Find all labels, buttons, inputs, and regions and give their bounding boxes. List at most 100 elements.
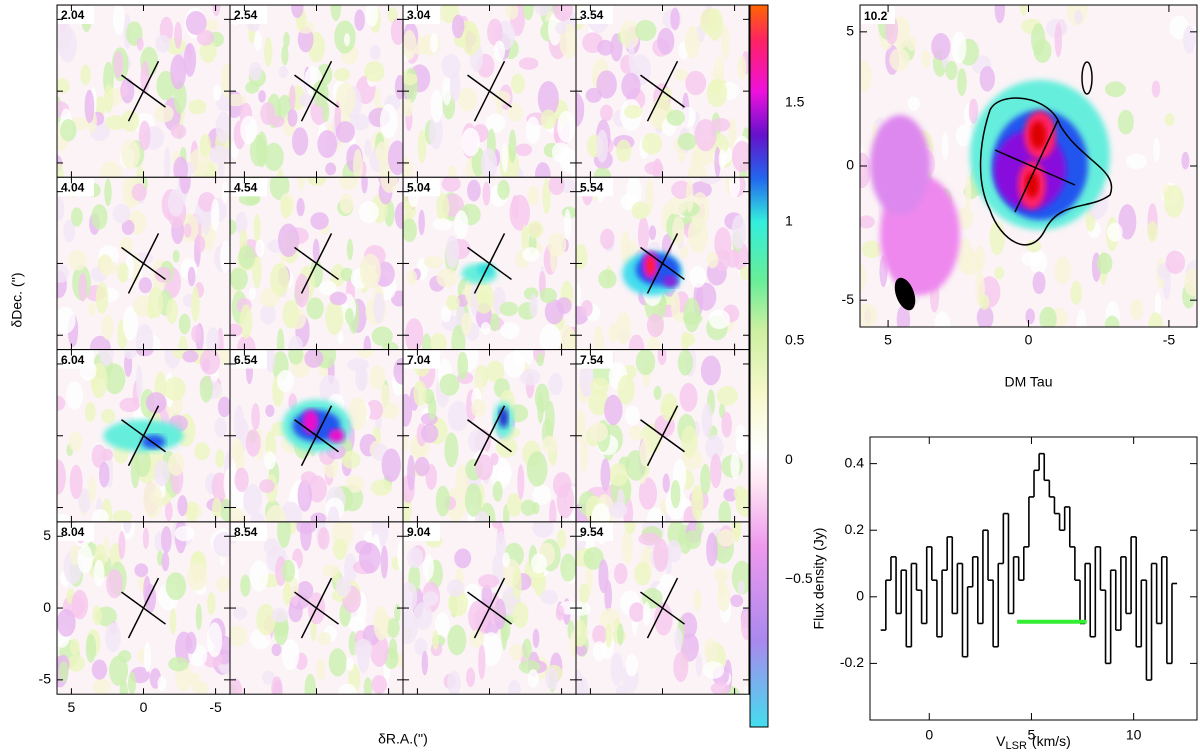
noise-blob bbox=[517, 464, 525, 500]
noise-blob bbox=[112, 509, 133, 522]
noise-blob bbox=[199, 349, 220, 375]
noise-blob bbox=[104, 178, 112, 206]
noise-blob bbox=[223, 467, 230, 501]
noise-blob bbox=[430, 89, 443, 123]
label-box bbox=[58, 350, 94, 369]
noise-blob bbox=[140, 60, 150, 95]
noise-blob bbox=[690, 181, 712, 199]
noise-blob bbox=[860, 215, 875, 229]
noise-blob bbox=[522, 5, 534, 21]
noise-blob bbox=[503, 351, 525, 378]
x-tick-label: -5 bbox=[209, 699, 222, 715]
noise-blob bbox=[105, 115, 126, 131]
noise-blob bbox=[556, 297, 572, 315]
noise-blob bbox=[283, 31, 290, 48]
noise-blob bbox=[739, 265, 749, 281]
noise-blob bbox=[390, 17, 403, 45]
noise-blob bbox=[956, 206, 974, 230]
x-tick-label: 10 bbox=[1126, 727, 1142, 743]
noise-blob bbox=[615, 312, 632, 345]
channel-label: 4.54 bbox=[234, 180, 258, 194]
noise-blob bbox=[71, 589, 89, 620]
noise-blob bbox=[145, 392, 167, 414]
noise-blob bbox=[330, 5, 342, 22]
noise-blob bbox=[188, 99, 207, 115]
noise-blob bbox=[240, 115, 258, 144]
noise-blob bbox=[217, 396, 230, 418]
noise-blob bbox=[1117, 109, 1134, 135]
noise-blob bbox=[1019, 5, 1028, 16]
noise-blob bbox=[67, 655, 85, 672]
noise-blob bbox=[699, 177, 722, 185]
noise-blob bbox=[63, 219, 76, 243]
noise-blob bbox=[104, 363, 126, 395]
noise-blob bbox=[138, 120, 151, 151]
noise-blob bbox=[230, 625, 248, 647]
noise-blob bbox=[276, 369, 294, 392]
noise-blob bbox=[94, 96, 107, 117]
noise-blob bbox=[428, 395, 437, 421]
noise-blob bbox=[214, 417, 227, 438]
noise-blob bbox=[731, 214, 746, 250]
noise-blob bbox=[353, 148, 363, 178]
noise-blob bbox=[234, 467, 249, 492]
noise-blob bbox=[666, 539, 682, 563]
disk-axis bbox=[127, 405, 160, 467]
channel-label: 8.54 bbox=[234, 525, 258, 539]
noise-blob bbox=[100, 260, 118, 275]
x-tick-label: -5 bbox=[1163, 332, 1176, 348]
noise-blob bbox=[379, 104, 398, 139]
noise-blob bbox=[136, 37, 144, 51]
noise-blob bbox=[451, 324, 466, 350]
noise-blob bbox=[653, 538, 669, 573]
noise-blob bbox=[364, 139, 372, 157]
noise-blob bbox=[1163, 184, 1184, 218]
noise-blob bbox=[335, 121, 355, 143]
noise-blob bbox=[93, 559, 105, 587]
emission-blob bbox=[1030, 121, 1046, 149]
noise-blob bbox=[207, 592, 216, 615]
noise-blob bbox=[907, 96, 920, 112]
noise-blob bbox=[446, 579, 465, 597]
colorbar-tick-label: 1.5 bbox=[785, 93, 805, 109]
noise-blob bbox=[306, 297, 324, 320]
noise-blob bbox=[253, 30, 262, 51]
noise-blob bbox=[327, 506, 340, 522]
noise-blob bbox=[522, 247, 540, 262]
noise-blob bbox=[493, 40, 505, 62]
noise-blob bbox=[708, 309, 731, 330]
noise-blob bbox=[683, 297, 701, 333]
noise-blob bbox=[681, 425, 698, 458]
noise-blob bbox=[217, 162, 225, 177]
noise-blob bbox=[604, 394, 623, 425]
noise-blob bbox=[726, 249, 740, 268]
noise-blob bbox=[174, 21, 183, 49]
noise-blob bbox=[370, 479, 392, 496]
noise-blob bbox=[542, 178, 551, 215]
noise-blob bbox=[264, 36, 273, 68]
noise-blob bbox=[173, 156, 189, 178]
noise-blob bbox=[364, 61, 385, 83]
noise-blob bbox=[532, 521, 554, 538]
noise-blob bbox=[413, 380, 427, 407]
noise-blob bbox=[317, 130, 338, 159]
noise-blob bbox=[588, 389, 610, 416]
noise-blob bbox=[714, 568, 730, 582]
noise-blob bbox=[404, 318, 424, 350]
noise-blob bbox=[413, 602, 433, 631]
noise-blob bbox=[388, 638, 398, 659]
noise-blob bbox=[428, 113, 443, 150]
noise-blob bbox=[684, 25, 701, 59]
noise-blob bbox=[183, 42, 197, 77]
noise-blob bbox=[251, 403, 260, 431]
noise-blob bbox=[300, 471, 317, 485]
channel-label: 3.04 bbox=[407, 8, 431, 22]
label-box bbox=[404, 350, 440, 369]
noise-blob bbox=[57, 513, 71, 522]
noise-blob bbox=[270, 263, 290, 296]
noise-blob bbox=[60, 119, 77, 142]
noise-blob bbox=[723, 488, 738, 502]
channel-label: 3.54 bbox=[580, 8, 604, 22]
noise-blob bbox=[375, 141, 389, 163]
